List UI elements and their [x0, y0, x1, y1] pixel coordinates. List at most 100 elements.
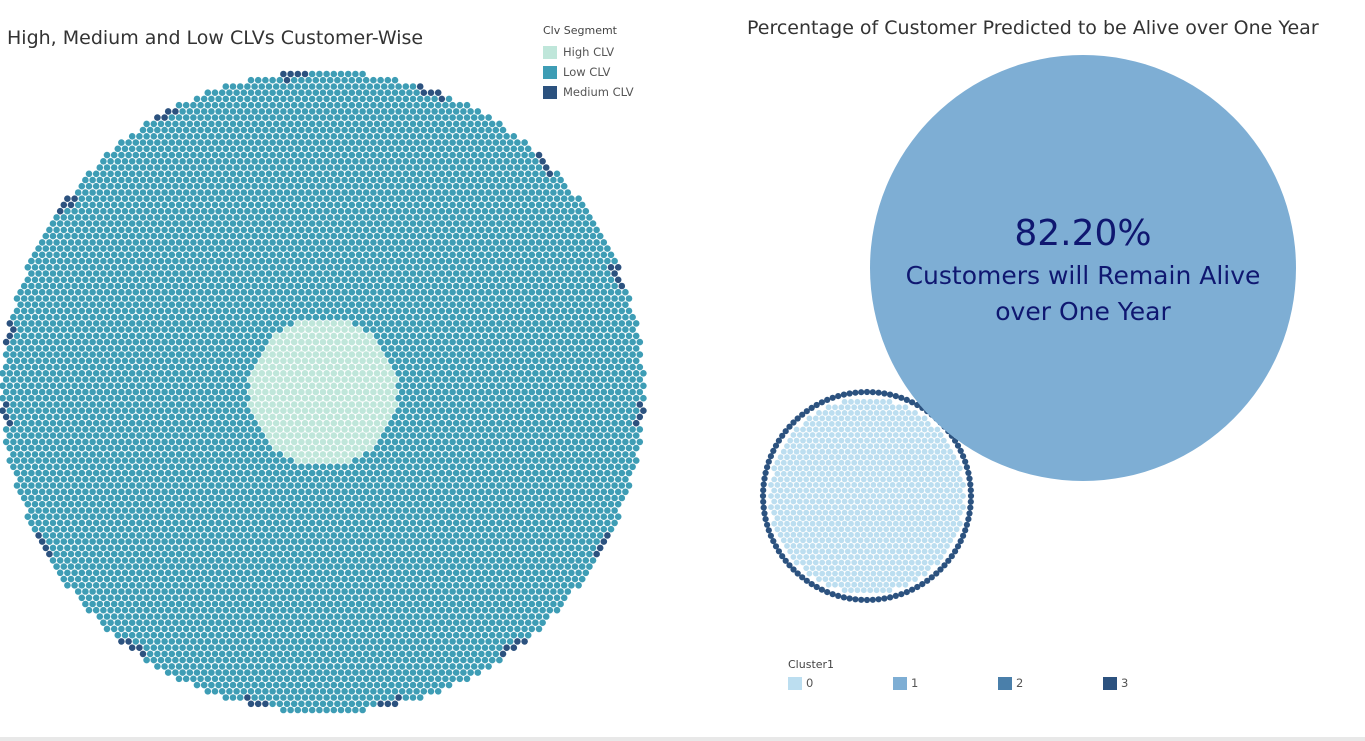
low-clv-dot[interactable]	[600, 363, 608, 371]
low-clv-dot[interactable]	[528, 413, 536, 421]
low-clv-dot[interactable]	[434, 401, 442, 408]
low-clv-dot[interactable]	[604, 357, 611, 365]
low-clv-dot[interactable]	[402, 108, 410, 115]
low-clv-dot[interactable]	[186, 332, 194, 340]
low-clv-dot[interactable]	[294, 207, 302, 215]
low-clv-dot[interactable]	[395, 482, 402, 489]
low-clv-dot[interactable]	[550, 288, 557, 296]
low-clv-dot[interactable]	[352, 257, 359, 265]
low-clv-dot[interactable]	[121, 270, 129, 277]
low-clv-dot[interactable]	[150, 158, 158, 165]
low-clv-dot[interactable]	[373, 158, 381, 165]
high-clv-dot[interactable]	[330, 444, 338, 452]
low-clv-dot[interactable]	[161, 313, 168, 321]
low-clv-dot[interactable]	[546, 220, 554, 227]
low-clv-dot[interactable]	[17, 426, 24, 433]
low-clv-dot[interactable]	[463, 426, 471, 433]
low-clv-dot[interactable]	[485, 201, 492, 209]
low-clv-dot[interactable]	[208, 320, 215, 327]
low-clv-dot[interactable]	[596, 370, 604, 377]
low-clv-dot[interactable]	[456, 126, 464, 134]
low-clv-dot[interactable]	[251, 357, 258, 365]
low-clv-dot[interactable]	[413, 164, 420, 171]
low-clv-dot[interactable]	[24, 313, 32, 321]
low-clv-dot[interactable]	[175, 126, 183, 134]
low-clv-dot[interactable]	[391, 326, 399, 333]
low-clv-dot[interactable]	[622, 288, 629, 296]
low-clv-dot[interactable]	[542, 388, 550, 396]
low-clv-dot[interactable]	[344, 307, 352, 315]
low-clv-dot[interactable]	[182, 438, 190, 446]
low-clv-dot[interactable]	[240, 376, 248, 383]
low-clv-dot[interactable]	[532, 307, 539, 315]
low-clv-dot[interactable]	[139, 264, 147, 271]
low-clv-dot[interactable]	[236, 83, 244, 90]
low-clv-dot[interactable]	[474, 444, 482, 452]
low-clv-dot[interactable]	[413, 413, 420, 421]
low-clv-dot[interactable]	[164, 357, 172, 365]
low-clv-dot[interactable]	[449, 251, 456, 259]
low-clv-dot[interactable]	[78, 257, 86, 265]
high-clv-dot[interactable]	[280, 407, 287, 415]
high-clv-dot[interactable]	[359, 382, 366, 390]
low-clv-dot[interactable]	[341, 76, 348, 84]
low-clv-dot[interactable]	[395, 182, 402, 190]
low-clv-dot[interactable]	[517, 419, 525, 427]
low-clv-dot[interactable]	[452, 182, 460, 190]
low-clv-dot[interactable]	[463, 126, 471, 134]
low-clv-dot[interactable]	[539, 419, 546, 427]
low-clv-dot[interactable]	[449, 164, 456, 171]
low-clv-dot[interactable]	[215, 444, 222, 452]
low-clv-dot[interactable]	[424, 220, 431, 227]
low-clv-dot[interactable]	[143, 170, 150, 178]
low-clv-dot[interactable]	[586, 301, 593, 309]
low-clv-dot[interactable]	[265, 220, 273, 227]
low-clv-dot[interactable]	[323, 245, 330, 252]
low-clv-dot[interactable]	[103, 214, 111, 221]
low-clv-dot[interactable]	[373, 108, 381, 115]
low-clv-dot[interactable]	[521, 376, 528, 383]
low-clv-dot[interactable]	[481, 357, 489, 365]
low-clv-dot[interactable]	[427, 226, 435, 234]
low-clv-dot[interactable]	[244, 407, 251, 415]
low-clv-dot[interactable]	[424, 195, 431, 202]
low-clv-dot[interactable]	[215, 457, 222, 464]
low-clv-dot[interactable]	[100, 444, 107, 452]
low-clv-dot[interactable]	[611, 257, 618, 265]
low-clv-dot[interactable]	[85, 345, 93, 352]
low-clv-dot[interactable]	[10, 426, 17, 433]
low-clv-dot[interactable]	[434, 288, 442, 296]
low-clv-dot[interactable]	[503, 145, 510, 153]
high-clv-dot[interactable]	[344, 419, 352, 427]
low-clv-dot[interactable]	[179, 270, 186, 277]
low-clv-dot[interactable]	[35, 382, 42, 390]
low-clv-dot[interactable]	[24, 301, 32, 309]
low-clv-dot[interactable]	[35, 282, 42, 290]
low-clv-dot[interactable]	[74, 488, 82, 496]
low-clv-dot[interactable]	[143, 257, 150, 265]
low-clv-dot[interactable]	[362, 264, 370, 271]
high-clv-dot[interactable]	[323, 394, 330, 402]
low-clv-dot[interactable]	[244, 332, 251, 340]
low-clv-dot[interactable]	[467, 207, 474, 215]
high-clv-dot[interactable]	[330, 320, 338, 327]
low-clv-dot[interactable]	[85, 170, 93, 178]
low-clv-dot[interactable]	[362, 288, 370, 296]
low-clv-dot[interactable]	[496, 207, 503, 215]
low-clv-dot[interactable]	[492, 288, 500, 296]
low-clv-dot[interactable]	[197, 451, 204, 458]
low-clv-dot[interactable]	[100, 257, 107, 265]
low-clv-dot[interactable]	[233, 288, 240, 296]
low-clv-dot[interactable]	[254, 426, 262, 433]
high-clv-dot[interactable]	[373, 432, 381, 439]
low-clv-dot[interactable]	[218, 313, 226, 321]
low-clv-dot[interactable]	[395, 320, 402, 327]
low-clv-dot[interactable]	[110, 164, 118, 171]
low-clv-dot[interactable]	[578, 214, 586, 221]
low-clv-dot[interactable]	[506, 301, 514, 309]
low-clv-dot[interactable]	[276, 201, 284, 209]
low-clv-dot[interactable]	[100, 307, 107, 315]
low-clv-dot[interactable]	[190, 401, 197, 408]
low-clv-dot[interactable]	[74, 351, 82, 358]
low-clv-dot[interactable]	[164, 257, 172, 265]
